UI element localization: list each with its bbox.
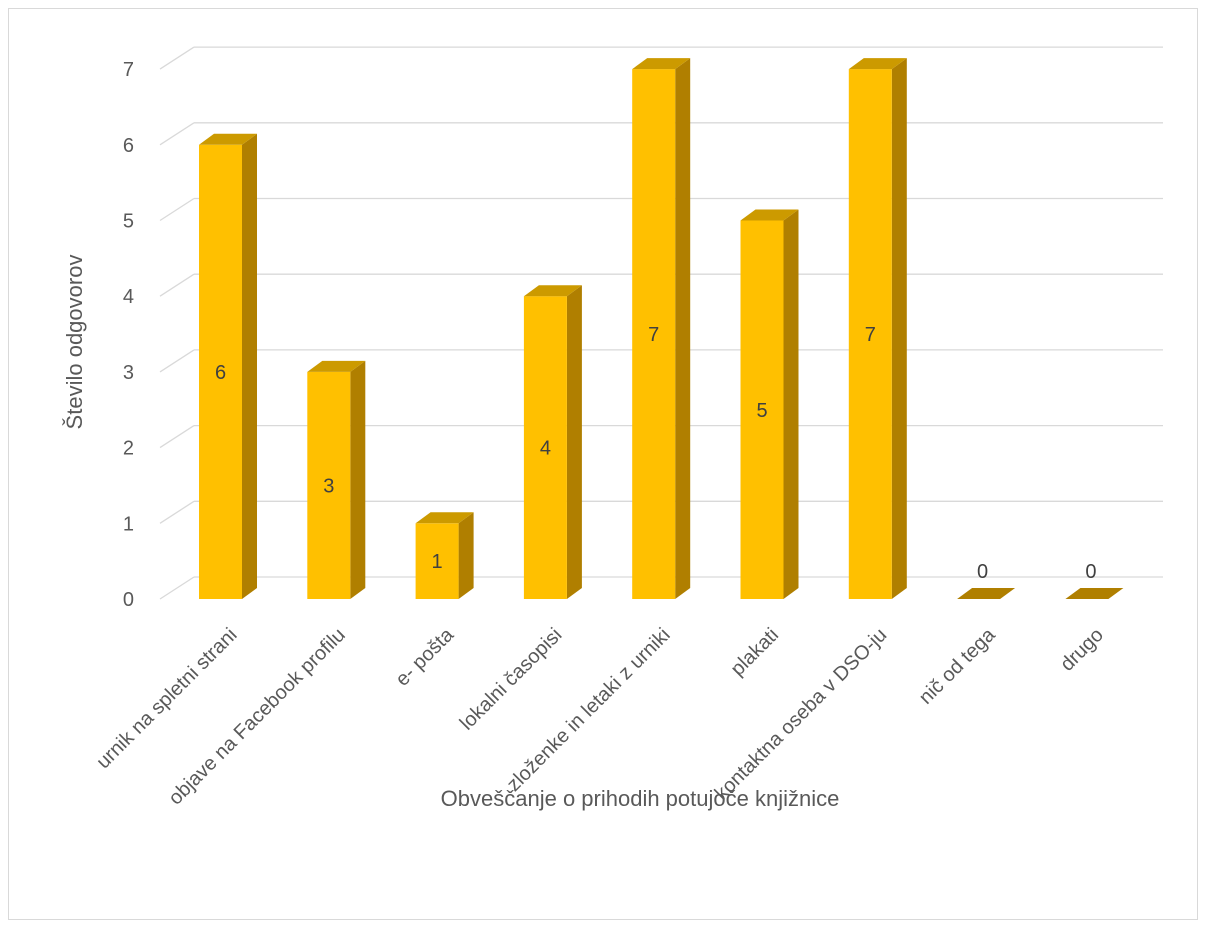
y-tick-label: 1 bbox=[123, 513, 134, 535]
y-tick-label: 0 bbox=[123, 589, 134, 611]
y-axis-title: Število odgovorov bbox=[62, 255, 87, 430]
data-label: 6 bbox=[215, 362, 226, 384]
bar-side bbox=[458, 512, 474, 599]
bar-top bbox=[740, 209, 799, 221]
gridline-depth bbox=[159, 197, 195, 222]
bar-side bbox=[350, 360, 366, 599]
data-label: 0 bbox=[1085, 561, 1096, 583]
data-label: 5 bbox=[756, 400, 767, 422]
bar bbox=[848, 58, 907, 600]
bar bbox=[740, 209, 799, 599]
data-labels: 6 3 1 4 7 5 7 0 0 bbox=[215, 324, 1097, 583]
gridline-depth bbox=[159, 46, 195, 70]
y-axis-ticks: 0 1 2 3 4 5 6 7 bbox=[123, 59, 134, 611]
bar-front bbox=[848, 69, 892, 600]
category-label: kontaktna oseba v DSO-ju bbox=[711, 624, 892, 805]
y-tick-label: 5 bbox=[123, 211, 134, 233]
gridline-depth bbox=[159, 349, 195, 373]
bar-top bbox=[1065, 588, 1124, 599]
category-label: nič od tega bbox=[915, 623, 1000, 708]
gridline-depth bbox=[159, 122, 195, 146]
bar bbox=[199, 133, 257, 600]
bar-top bbox=[632, 58, 691, 70]
bar bbox=[957, 588, 1016, 599]
bar-front bbox=[199, 144, 242, 600]
bar bbox=[632, 58, 691, 600]
category-label: lokalni časopisi bbox=[456, 624, 567, 735]
bar-side bbox=[891, 58, 907, 600]
bar bbox=[523, 285, 582, 599]
bar-top bbox=[415, 512, 474, 524]
bar-front bbox=[415, 523, 459, 599]
bar-front bbox=[523, 296, 567, 599]
gridline-depth bbox=[159, 576, 195, 600]
bar-top bbox=[307, 360, 366, 372]
data-label: 0 bbox=[977, 561, 988, 583]
bar-front bbox=[632, 69, 676, 600]
category-label: e- pošta bbox=[391, 623, 458, 690]
data-label: 7 bbox=[865, 324, 876, 346]
bar bbox=[307, 360, 366, 599]
bar-front bbox=[740, 220, 784, 599]
bar-side bbox=[242, 133, 257, 600]
bar-side bbox=[675, 58, 691, 600]
x-axis-title: Obveščanje o prihodih potujoče knjižnice bbox=[441, 786, 840, 811]
data-label: 1 bbox=[432, 551, 443, 573]
bar bbox=[1065, 588, 1124, 599]
bar-side bbox=[783, 209, 799, 599]
y-tick-label: 2 bbox=[123, 438, 134, 460]
bar bbox=[415, 512, 474, 599]
gridline-depth bbox=[159, 500, 195, 524]
bar-top bbox=[848, 58, 907, 70]
bars bbox=[199, 58, 1124, 600]
y-tick-label: 4 bbox=[123, 286, 134, 308]
bar-side bbox=[566, 285, 582, 599]
y-tick-label: 3 bbox=[123, 362, 134, 384]
bar-top bbox=[199, 133, 257, 145]
bar-top bbox=[957, 588, 1016, 599]
data-label: 3 bbox=[323, 475, 334, 497]
data-label: 4 bbox=[540, 438, 551, 460]
data-label: 7 bbox=[648, 324, 659, 346]
y-tick-label: 6 bbox=[123, 135, 134, 157]
category-label: drugo bbox=[1056, 624, 1108, 676]
gridline-depth bbox=[159, 425, 195, 449]
category-label: objave na Facebook profilu bbox=[164, 624, 349, 809]
bar-front bbox=[307, 371, 351, 599]
gridline-depth bbox=[159, 273, 195, 297]
bar-top bbox=[523, 285, 582, 297]
category-label: plakati bbox=[727, 624, 783, 680]
y-tick-label: 7 bbox=[123, 59, 134, 81]
